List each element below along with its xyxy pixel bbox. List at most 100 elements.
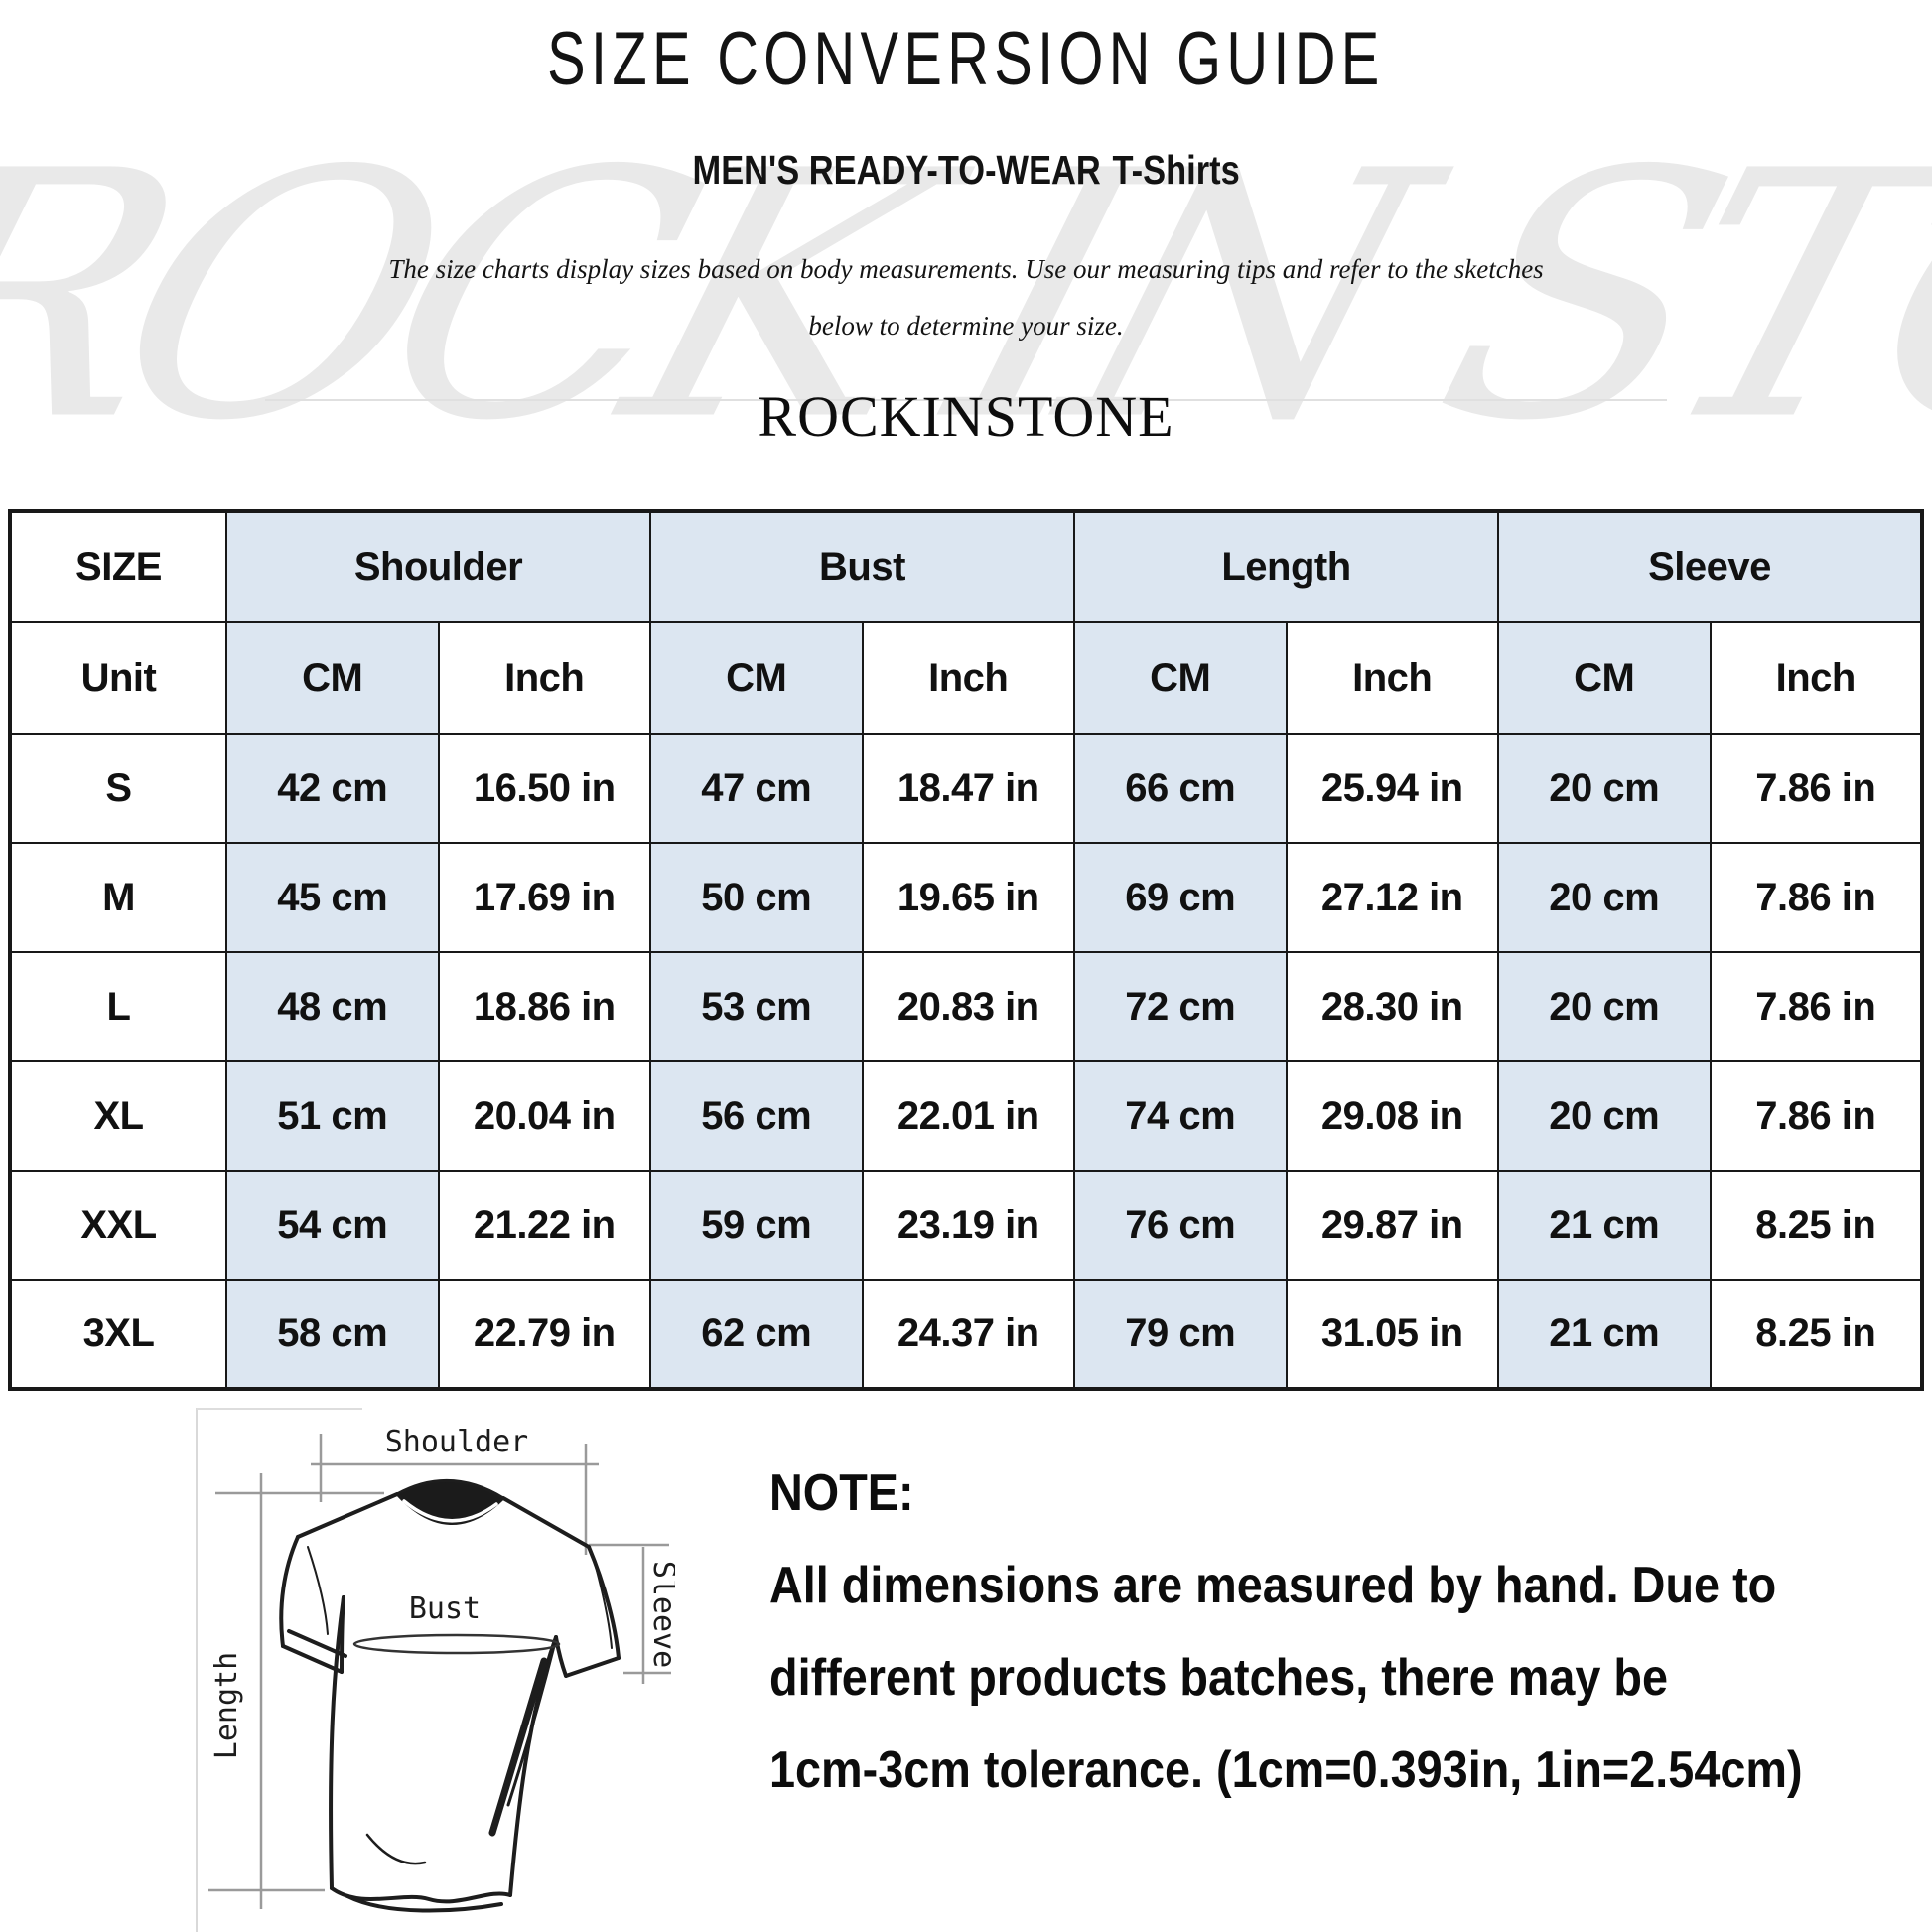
col-header-bust: Bust (649, 510, 1075, 623)
table-cell: 25.94 in (1285, 733, 1499, 844)
bust-label: Bust (409, 1591, 481, 1626)
table-cell: 20 cm (1497, 951, 1712, 1062)
col-header-sleeve: Sleeve (1497, 510, 1923, 623)
table-cell: 66 cm (1073, 733, 1288, 844)
table-cell: 28.30 in (1285, 951, 1499, 1062)
table-cell: 27.12 in (1285, 842, 1499, 953)
table-cell: 54 cm (225, 1170, 440, 1281)
table-cell: 62 cm (649, 1279, 864, 1390)
watermark-underline (265, 399, 1667, 401)
unit-cell: Inch (1709, 621, 1923, 735)
subtitle: MEN'S READY-TO-WEAR T-Shirts (0, 147, 1932, 194)
size-label: 3XL (9, 1279, 227, 1390)
unit-cell: Inch (437, 621, 651, 735)
table-cell: 29.08 in (1285, 1060, 1499, 1172)
table-cell: 20 cm (1497, 842, 1712, 953)
note-line-2: different products batches, there may be (769, 1649, 1669, 1707)
description-line-2: below to determine your size. (808, 311, 1124, 341)
table-cell: 48 cm (225, 951, 440, 1062)
table-cell: 51 cm (225, 1060, 440, 1172)
shoulder-label: Shoulder (385, 1425, 529, 1459)
table-cell: 7.86 in (1709, 1060, 1923, 1172)
table-row-xxl: XXL 54 cm 21.22 in 59 cm 23.19 in 76 cm … (9, 1170, 1923, 1281)
table-cell: 24.37 in (861, 1279, 1075, 1390)
page-title-text: SIZE CONVERSION GUIDE (547, 17, 1385, 101)
table-cell: 20.04 in (437, 1060, 651, 1172)
col-header-shoulder: Shoulder (225, 510, 651, 623)
unit-cell: Inch (1285, 621, 1499, 735)
table-cell: 50 cm (649, 842, 864, 953)
table-cell: 7.86 in (1709, 951, 1923, 1062)
sleeve-label: Sleeve (646, 1561, 675, 1668)
size-label: S (9, 733, 227, 844)
note-line-3: 1cm-3cm tolerance. (1cm=0.393in, 1in=2.5… (769, 1741, 1803, 1799)
table-cell: 20 cm (1497, 1060, 1712, 1172)
table-cell: 20 cm (1497, 733, 1712, 844)
unit-label: Unit (9, 621, 227, 735)
col-header-size: SIZE (9, 510, 227, 623)
table-cell: 59 cm (649, 1170, 864, 1281)
table-cell: 76 cm (1073, 1170, 1288, 1281)
brand-name: ROCKINSTONE (758, 384, 1174, 449)
table-cell: 72 cm (1073, 951, 1288, 1062)
table-cell: 21.22 in (437, 1170, 651, 1281)
page-title: SIZE CONVERSION GUIDE (0, 16, 1932, 102)
size-label: XL (9, 1060, 227, 1172)
description-line-1: The size charts display sizes based on b… (388, 254, 1544, 284)
col-header-length: Length (1073, 510, 1499, 623)
table-unit-row: Unit CM Inch CM Inch CM Inch CM Inch (9, 621, 1923, 735)
collar (395, 1478, 505, 1525)
bust-measure-line (352, 1633, 561, 1655)
size-label: XXL (9, 1170, 227, 1281)
note-line-1: All dimensions are measured by hand. Due… (769, 1557, 1777, 1614)
unit-cell: CM (225, 621, 440, 735)
table-cell: 47 cm (649, 733, 864, 844)
table-cell: 7.86 in (1709, 842, 1923, 953)
description: The size charts display sizes based on b… (0, 241, 1932, 354)
table-cell: 69 cm (1073, 842, 1288, 953)
note-heading: NOTE: (769, 1464, 914, 1522)
length-label: Length (209, 1652, 244, 1759)
subtitle-category: MEN'S READY-TO-WEAR (692, 147, 1101, 193)
table-cell: 22.79 in (437, 1279, 651, 1390)
table-cell: 74 cm (1073, 1060, 1288, 1172)
table-cell: 8.25 in (1709, 1279, 1923, 1390)
table-cell: 53 cm (649, 951, 864, 1062)
table-cell: 29.87 in (1285, 1170, 1499, 1281)
note-block: NOTE: All dimensions are measured by han… (769, 1448, 1803, 1817)
table-cell: 45 cm (225, 842, 440, 953)
unit-cell: CM (649, 621, 864, 735)
table-cell: 19.65 in (861, 842, 1075, 953)
table-cell: 58 cm (225, 1279, 440, 1390)
unit-cell: CM (1497, 621, 1712, 735)
table-cell: 79 cm (1073, 1279, 1288, 1390)
table-row-s: S 42 cm 16.50 in 47 cm 18.47 in 66 cm 25… (9, 733, 1923, 844)
table-cell: 17.69 in (437, 842, 651, 953)
unit-cell: Inch (861, 621, 1075, 735)
size-label: M (9, 842, 227, 953)
subtitle-product: T-Shirts (1112, 147, 1240, 193)
table-row-m: M 45 cm 17.69 in 50 cm 19.65 in 69 cm 27… (9, 842, 1923, 953)
table-row-3xl: 3XL 58 cm 22.79 in 62 cm 24.37 in 79 cm … (9, 1279, 1923, 1390)
table-row-l: L 48 cm 18.86 in 53 cm 20.83 in 72 cm 28… (9, 951, 1923, 1062)
tshirt-measurement-diagram: Shoulder Bust Length Sleeve (159, 1408, 675, 1932)
table-cell: 42 cm (225, 733, 440, 844)
table-cell: 56 cm (649, 1060, 864, 1172)
table-cell: 23.19 in (861, 1170, 1075, 1281)
table-cell: 18.47 in (861, 733, 1075, 844)
table-cell: 18.86 in (437, 951, 651, 1062)
unit-cell: CM (1073, 621, 1288, 735)
table-cell: 20.83 in (861, 951, 1075, 1062)
size-conversion-table: SIZE Shoulder Bust Length Sleeve Unit CM… (8, 509, 1924, 1391)
table-row-xl: XL 51 cm 20.04 in 56 cm 22.01 in 74 cm 2… (9, 1060, 1923, 1172)
table-cell: 7.86 in (1709, 733, 1923, 844)
size-label: L (9, 951, 227, 1062)
table-group-header-row: SIZE Shoulder Bust Length Sleeve (9, 510, 1923, 623)
tshirt-sketch: Shoulder Bust Length Sleeve (196, 1408, 675, 1932)
table-cell: 31.05 in (1285, 1279, 1499, 1390)
table-cell: 21 cm (1497, 1170, 1712, 1281)
table-cell: 21 cm (1497, 1279, 1712, 1390)
table-cell: 16.50 in (437, 733, 651, 844)
table-cell: 8.25 in (1709, 1170, 1923, 1281)
